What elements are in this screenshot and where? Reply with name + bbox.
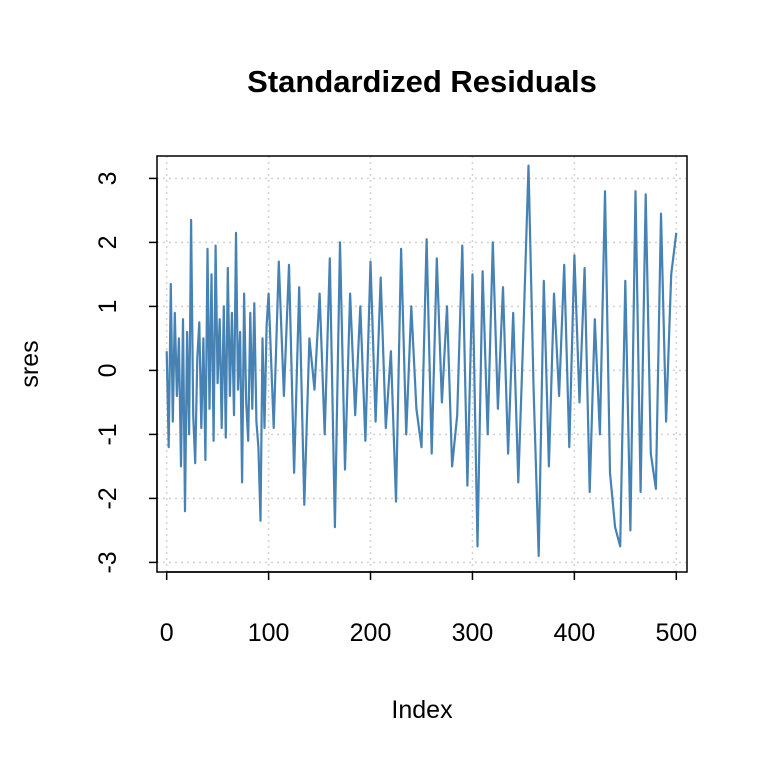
y-tick-label-2: -1 xyxy=(94,423,122,445)
y-axis-label: sres xyxy=(16,340,44,387)
y-tick-label-6: 3 xyxy=(94,171,122,185)
series-line-0 xyxy=(165,164,678,558)
series-group xyxy=(165,164,678,558)
y-axis: -3 -2 -1 0 1 2 3 xyxy=(94,171,158,574)
y-tick-label-3: 0 xyxy=(94,363,122,377)
x-tick-label-4: 400 xyxy=(554,619,596,647)
chart-title: Standardized Residuals xyxy=(247,64,597,99)
y-tick-label-4: 1 xyxy=(94,299,122,313)
x-axis-label: Index xyxy=(391,696,453,724)
x-tick-label-3: 300 xyxy=(452,619,494,647)
x-tick-label-1: 100 xyxy=(248,619,290,647)
x-axis: 0 100 200 300 400 500 xyxy=(160,571,697,647)
x-tick-label-5: 500 xyxy=(655,619,697,647)
y-tick-label-1: -2 xyxy=(94,487,122,509)
x-tick-label-0: 0 xyxy=(160,619,174,647)
y-tick-label-5: 2 xyxy=(94,235,122,249)
y-tick-label-0: -3 xyxy=(94,551,122,573)
x-tick-label-2: 200 xyxy=(350,619,392,647)
